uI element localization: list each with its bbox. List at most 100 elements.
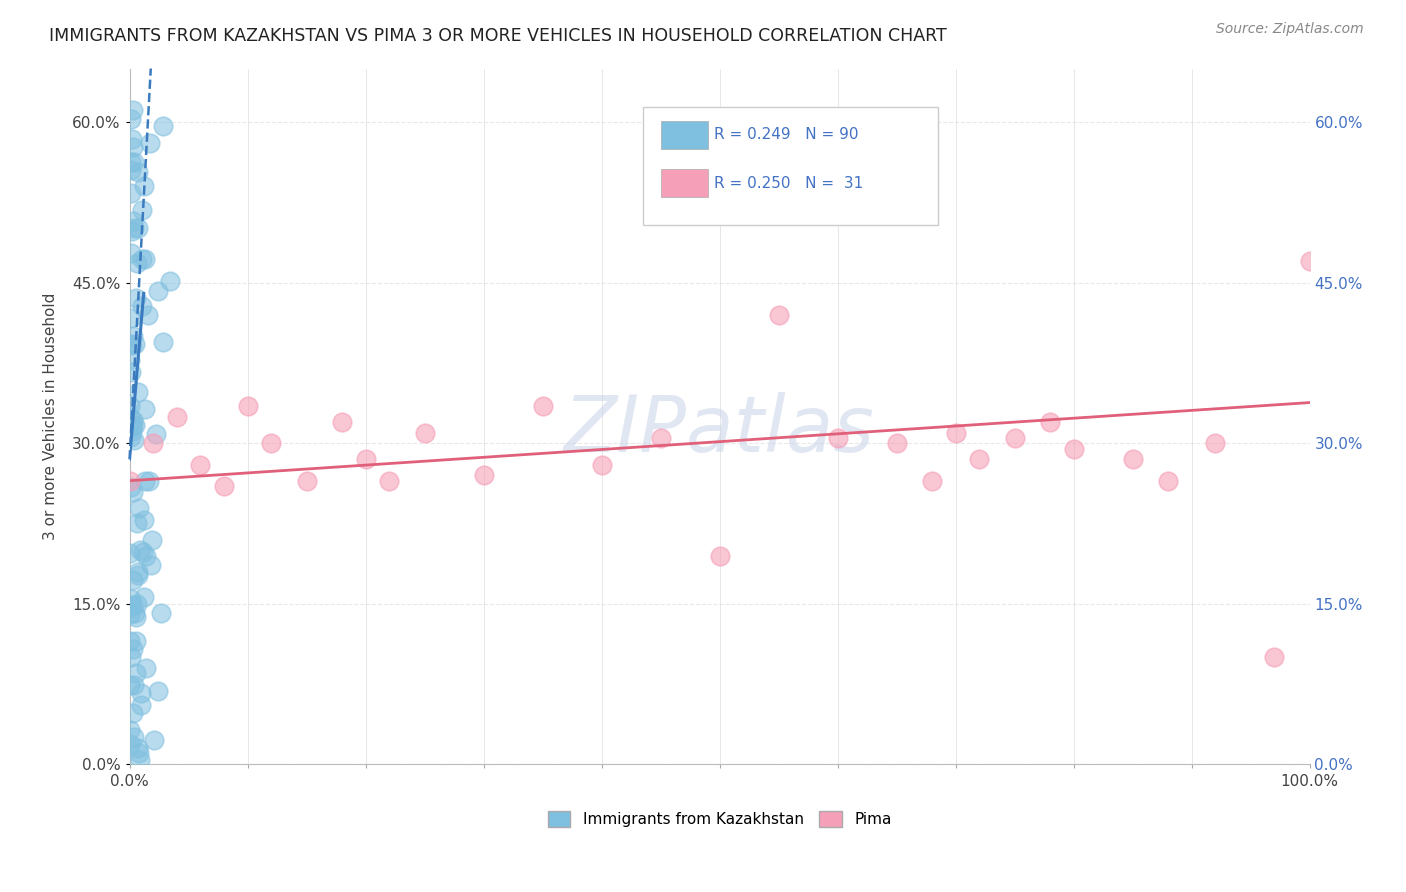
Y-axis label: 3 or more Vehicles in Household: 3 or more Vehicles in Household [44,293,58,541]
Point [138,474,160,488]
Point [295,474,318,488]
Point [118,400,141,414]
Point [886,436,908,450]
Point [122,417,145,432]
Point [131,299,153,313]
Point [709,549,731,563]
Point [768,308,790,322]
Point [122,221,145,235]
Point [145,427,167,442]
Point [128,500,150,515]
Point [129,753,152,767]
Point [127,384,149,399]
Point [120,592,142,607]
Point [125,597,148,611]
Point [136,308,159,322]
Point [127,221,149,235]
FancyBboxPatch shape [661,120,707,149]
Point [120,311,142,326]
Point [1004,431,1026,445]
Point [125,291,148,305]
Point [120,365,142,379]
Point [132,591,155,605]
FancyBboxPatch shape [643,107,938,225]
Point [121,112,143,127]
Point [125,516,148,530]
Point [146,284,169,298]
Point [118,337,141,351]
Point [142,436,165,450]
Point [125,633,148,648]
Point [122,214,145,228]
Point [120,162,142,177]
Point [121,131,143,145]
Point [125,610,148,624]
Point [121,140,143,154]
Point [128,543,150,558]
Point [120,352,142,367]
Point [120,245,142,260]
Point [118,737,141,751]
Point [131,202,153,217]
Point [118,678,141,692]
Text: R = 0.250   N =  31: R = 0.250 N = 31 [714,176,863,191]
Point [330,415,353,429]
Point [118,474,141,488]
Point [124,418,146,433]
Point [152,119,174,133]
Point [1263,650,1285,665]
Point [1039,415,1062,429]
Point [120,633,142,648]
Point [188,458,211,472]
Point [135,549,157,563]
Point [531,399,554,413]
Point [212,479,235,493]
Point [120,546,142,560]
Point [827,431,849,445]
Point [1063,442,1085,456]
Point [127,165,149,179]
Point [120,430,142,444]
Point [121,420,143,434]
Point [378,474,401,488]
Point [132,513,155,527]
Text: Source: ZipAtlas.com: Source: ZipAtlas.com [1216,22,1364,37]
Point [122,154,145,169]
Point [472,468,495,483]
Point [127,568,149,582]
Point [134,401,156,416]
Point [120,186,142,200]
Point [122,731,145,745]
Point [122,329,145,343]
Point [120,599,142,614]
Text: ZIPatlas: ZIPatlas [564,392,875,468]
Point [159,274,181,288]
Point [124,606,146,620]
Point [124,666,146,681]
Point [166,409,188,424]
Point [121,337,143,351]
Point [131,252,153,267]
Point [120,650,142,665]
Point [921,474,943,488]
Point [120,607,142,621]
Point [125,256,148,270]
Point [150,606,173,620]
Point [127,740,149,755]
Point [413,425,436,440]
Point [135,661,157,675]
Point [139,136,162,150]
Point [120,480,142,494]
Point [121,424,143,438]
Point [1298,254,1320,268]
Point [127,565,149,579]
Point [128,747,150,761]
Point [146,684,169,698]
Legend: Immigrants from Kazakhstan, Pima: Immigrants from Kazakhstan, Pima [541,805,897,833]
Point [129,686,152,700]
Point [124,337,146,351]
FancyBboxPatch shape [661,169,707,197]
Point [650,431,672,445]
Point [121,599,143,613]
Point [122,641,145,656]
